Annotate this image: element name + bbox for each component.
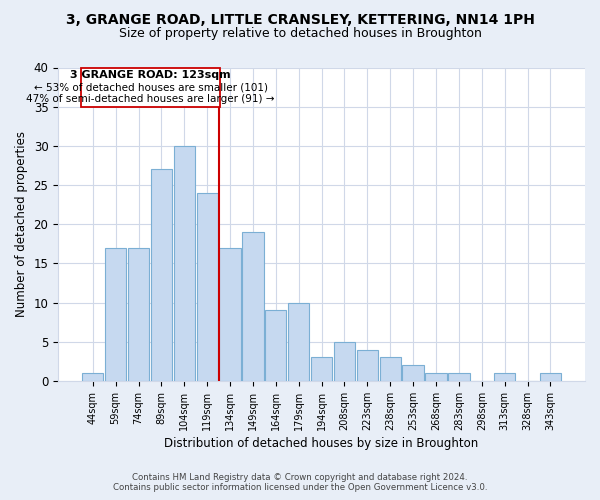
Bar [403, 366, 424, 381]
Bar [334, 342, 355, 381]
Bar [105, 248, 126, 381]
Bar [311, 358, 332, 381]
Bar [197, 193, 218, 381]
Bar [540, 373, 561, 381]
FancyBboxPatch shape [81, 68, 220, 106]
Bar [220, 248, 241, 381]
Text: Size of property relative to detached houses in Broughton: Size of property relative to detached ho… [119, 28, 481, 40]
X-axis label: Distribution of detached houses by size in Broughton: Distribution of detached houses by size … [164, 437, 479, 450]
Bar [82, 373, 103, 381]
Y-axis label: Number of detached properties: Number of detached properties [15, 131, 28, 317]
Bar [448, 373, 470, 381]
Bar [128, 248, 149, 381]
Text: ← 53% of detached houses are smaller (101): ← 53% of detached houses are smaller (10… [34, 82, 268, 92]
Text: 3, GRANGE ROAD, LITTLE CRANSLEY, KETTERING, NN14 1PH: 3, GRANGE ROAD, LITTLE CRANSLEY, KETTERI… [65, 12, 535, 26]
Bar [242, 232, 263, 381]
Bar [173, 146, 195, 381]
Bar [425, 373, 446, 381]
Bar [357, 350, 378, 381]
Text: 47% of semi-detached houses are larger (91) →: 47% of semi-detached houses are larger (… [26, 94, 275, 104]
Bar [288, 302, 310, 381]
Bar [151, 170, 172, 381]
Text: Contains HM Land Registry data © Crown copyright and database right 2024.
Contai: Contains HM Land Registry data © Crown c… [113, 473, 487, 492]
Bar [380, 358, 401, 381]
Bar [265, 310, 286, 381]
Bar [494, 373, 515, 381]
Text: 3 GRANGE ROAD: 123sqm: 3 GRANGE ROAD: 123sqm [70, 70, 231, 81]
